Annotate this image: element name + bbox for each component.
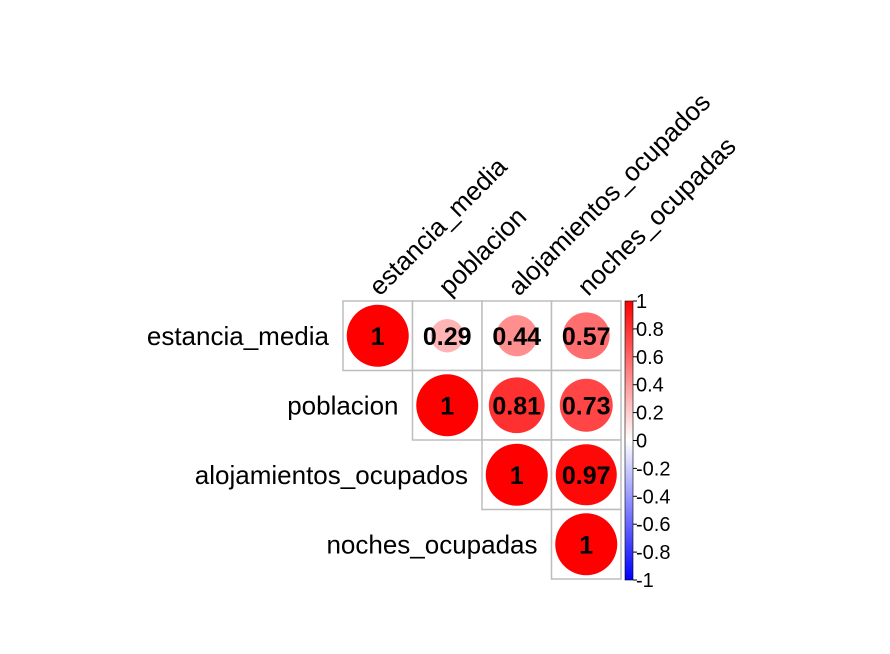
cell-estancia_media-poblacion: 0.29 bbox=[411, 300, 483, 372]
correlation-circle bbox=[559, 378, 613, 432]
correlation-circle bbox=[416, 374, 479, 437]
correlation-value-label: 1 bbox=[510, 462, 524, 490]
colorbar-tick-label: 0 bbox=[636, 431, 647, 453]
cell-estancia_media-noches_ocupadas: 0.57 bbox=[550, 300, 622, 372]
cell-estancia_media-alojamientos_ocupados: 0.44 bbox=[481, 300, 553, 372]
correlation-value-label: 0.57 bbox=[562, 323, 611, 351]
cells-layer: 1 0.29 0.44 0.57 1 0.81 0.73 1 0.97 1 bbox=[342, 300, 622, 580]
correlation-circle bbox=[555, 513, 618, 576]
correlation-circle bbox=[555, 444, 617, 506]
correlation-value-label: 1 bbox=[440, 392, 454, 420]
cell-estancia_media-estancia_media: 1 bbox=[342, 300, 414, 372]
row-labels: estancia_media poblacion alojamientos_ocup… bbox=[147, 321, 538, 560]
colorbar-tick-label: 0.4 bbox=[636, 375, 664, 397]
correlation-value-label: 0.81 bbox=[492, 392, 541, 420]
colorbar-tick-label: -0.8 bbox=[636, 542, 670, 564]
cell-alojamientos_ocupados-alojamientos_ocupados: 1 bbox=[481, 439, 553, 511]
correlation-circle bbox=[562, 312, 610, 360]
correlation-value-label: 0.73 bbox=[562, 392, 611, 420]
correlation-value-label: 0.97 bbox=[562, 462, 611, 490]
colorbar-tick-label: 0.8 bbox=[636, 319, 664, 341]
row-label-estancia_media: estancia_media bbox=[147, 321, 330, 351]
cell-poblacion-poblacion: 1 bbox=[411, 369, 483, 441]
colorbar-tick-label: 0.2 bbox=[636, 403, 664, 425]
correlation-circle bbox=[346, 304, 409, 367]
colorbar-tick-label: 1 bbox=[636, 291, 647, 313]
row-label-noches_ocupadas: noches_ocupadas bbox=[326, 529, 537, 559]
cell-noches_ocupadas-noches_ocupadas: 1 bbox=[550, 508, 622, 580]
correlation-value-label: 0.29 bbox=[423, 323, 472, 351]
correlation-value-label: 1 bbox=[579, 531, 593, 559]
row-label-alojamientos_ocupados: alojamientos_ocupados bbox=[195, 460, 468, 490]
cell-poblacion-alojamientos_ocupados: 0.81 bbox=[481, 369, 553, 441]
colorbar-gradient bbox=[624, 300, 634, 581]
correlation-circle bbox=[488, 377, 545, 434]
cell-alojamientos_ocupados-noches_ocupadas: 0.97 bbox=[550, 439, 622, 511]
column-labels: estancia_mediapoblacionalojamientos_ocup… bbox=[363, 87, 742, 301]
correlation-circle bbox=[485, 443, 548, 506]
correlation-value-label: 1 bbox=[371, 323, 385, 351]
row-label-poblacion: poblacion bbox=[287, 390, 398, 420]
colorbar-tick-label: -0.2 bbox=[636, 458, 670, 480]
colorbar-tick-label: -0.6 bbox=[636, 514, 670, 536]
colorbar: 1 0.8 0.6 0.4 0.2 0 -0.2 -0.4 -0.6 -0.8 -1 bbox=[624, 291, 670, 592]
colorbar-tick-label: -0.4 bbox=[636, 486, 670, 508]
correlation-circle bbox=[430, 319, 464, 353]
colorbar-tick-label: 0.6 bbox=[636, 347, 664, 369]
cell-poblacion-noches_ocupadas: 0.73 bbox=[550, 369, 622, 441]
colorbar-tick-label: -1 bbox=[636, 570, 654, 592]
correlation-circle bbox=[496, 315, 538, 357]
correlation-value-label: 0.44 bbox=[492, 323, 541, 351]
